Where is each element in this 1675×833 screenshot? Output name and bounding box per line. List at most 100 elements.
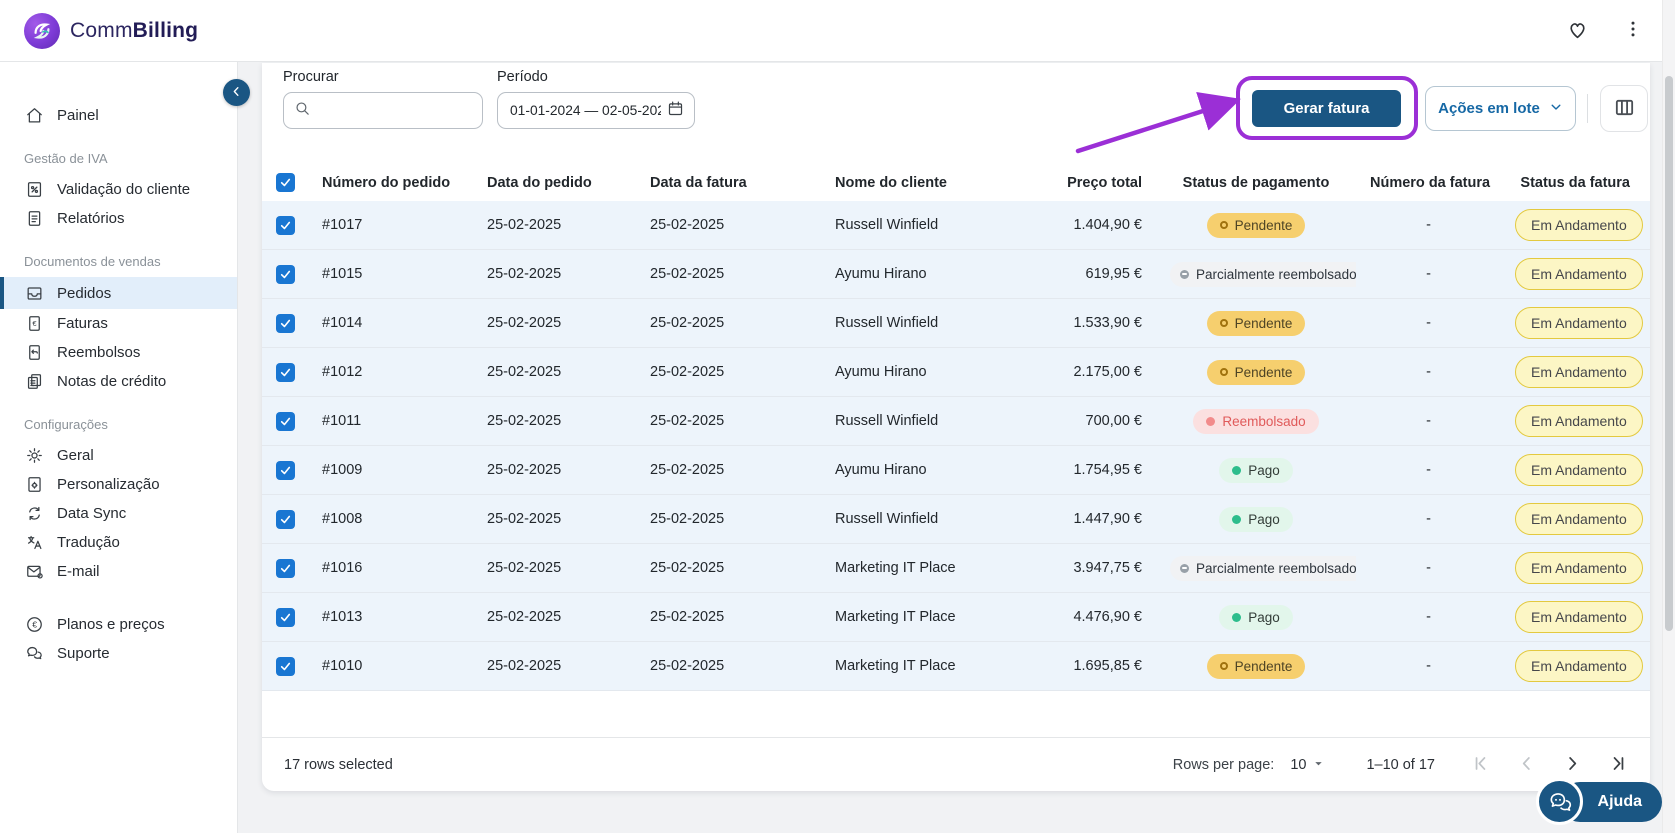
column-header-invoice-date[interactable]: Data da fatura (650, 174, 747, 191)
row-checkbox[interactable] (275, 656, 295, 676)
rows-per-page-value: 10 (1290, 756, 1307, 773)
search-input[interactable] (319, 102, 472, 119)
payment-status-badge: Pendente (1206, 359, 1306, 385)
generate-invoice-button[interactable]: Gerar fatura (1252, 90, 1401, 127)
row-checkbox[interactable] (275, 362, 295, 382)
help-chat-icon[interactable] (1536, 778, 1583, 825)
payment-status-label: Pendente (1234, 658, 1293, 674)
table-body: #1017 25-02-2025 25-02-2025 Russell Winf… (262, 201, 1650, 691)
sidebar-item-traducao[interactable]: Tradução (0, 527, 237, 557)
overflow-menu-button[interactable] (1623, 19, 1643, 42)
row-checkbox[interactable] (275, 411, 295, 431)
sidebar-collapse-button[interactable] (223, 79, 250, 106)
invoice-number-cell: - (1426, 658, 1431, 674)
select-all-checkbox[interactable] (275, 173, 295, 192)
order-date-cell: 25-02-2025 (487, 315, 562, 331)
sidebar-item-label: Reembolsos (57, 343, 141, 361)
status-dot-icon (1219, 319, 1228, 327)
table-row[interactable]: #1016 25-02-2025 25-02-2025 Marketing IT… (262, 544, 1650, 593)
table-row[interactable]: #1013 25-02-2025 25-02-2025 Marketing IT… (262, 593, 1650, 642)
column-header-invoice-status[interactable]: Status da fatura (1520, 174, 1630, 191)
order-date-cell: 25-02-2025 (487, 413, 562, 429)
payment-status-label: Reembolsado (1222, 413, 1306, 429)
previous-page-button[interactable] (1517, 754, 1536, 776)
kebab-menu-icon (1623, 19, 1643, 42)
table-row[interactable]: #1008 25-02-2025 25-02-2025 Russell Winf… (262, 495, 1650, 544)
total-price-cell: 1.695,85 € (1073, 658, 1142, 674)
sidebar-item-suporte[interactable]: Suporte (0, 638, 237, 668)
invoice-status-cell: Em Andamento (1501, 503, 1650, 535)
invoice-date-cell: 25-02-2025 (650, 315, 725, 331)
chevron-down-icon (1549, 100, 1563, 118)
next-page-button[interactable] (1563, 754, 1582, 776)
row-checkbox[interactable] (275, 460, 295, 480)
search-icon (294, 100, 311, 122)
row-checkbox[interactable] (275, 313, 295, 333)
first-page-button[interactable] (1471, 754, 1490, 776)
invoice-number-cell: - (1426, 413, 1431, 429)
sidebar-item-validacao-do-cliente[interactable]: Validação do cliente (0, 174, 237, 204)
manage-columns-button[interactable] (1600, 85, 1648, 132)
sidebar-item-relatorios[interactable]: Relatórios (0, 203, 237, 233)
table-row[interactable]: #1014 25-02-2025 25-02-2025 Russell Winf… (262, 299, 1650, 348)
chevron-left-icon (230, 85, 243, 101)
sidebar-item-data-sync[interactable]: Data Sync (0, 498, 237, 528)
table-row[interactable]: #1017 25-02-2025 25-02-2025 Russell Winf… (262, 201, 1650, 250)
table-row[interactable]: #1009 25-02-2025 25-02-2025 Ayumu Hirano… (262, 446, 1650, 495)
customer-name-cell: Russell Winfield (835, 315, 939, 331)
row-checkbox[interactable] (275, 264, 295, 284)
sidebar-item-faturas[interactable]: € Faturas (0, 308, 237, 338)
row-checkbox[interactable] (275, 558, 295, 578)
sidebar-item-painel[interactable]: Painel (0, 100, 237, 130)
favorites-button[interactable] (1566, 18, 1589, 44)
table-row[interactable]: #1010 25-02-2025 25-02-2025 Marketing IT… (262, 642, 1650, 691)
table-row[interactable]: #1015 25-02-2025 25-02-2025 Ayumu Hirano… (262, 250, 1650, 299)
payment-status-badge: Pago (1219, 457, 1293, 483)
rows-per-page-select[interactable]: 10 (1290, 757, 1324, 773)
invoice-number-cell: - (1426, 266, 1431, 282)
sync-icon (24, 503, 44, 523)
column-header-customer-name[interactable]: Nome do cliente (835, 174, 947, 191)
order-number-cell: #1009 (322, 462, 363, 478)
invoice-date-cell: 25-02-2025 (650, 511, 725, 527)
invoice-number-cell: - (1426, 560, 1431, 576)
sidebar-item-label: Data Sync (57, 504, 127, 522)
invoice-number-cell: - (1426, 511, 1431, 527)
sidebar-item-e-mail[interactable]: E-mail (0, 556, 237, 586)
scrollbar-thumb[interactable] (1665, 76, 1673, 631)
table-row[interactable]: #1012 25-02-2025 25-02-2025 Ayumu Hirano… (262, 348, 1650, 397)
sidebar-item-personalizacao[interactable]: Personalização (0, 469, 237, 499)
payment-status-label: Pago (1248, 609, 1280, 625)
payment-status-badge: Parcialmente reembolsado (1170, 261, 1356, 287)
column-header-invoice-number[interactable]: Número da fatura (1370, 174, 1491, 191)
sidebar-item-geral[interactable]: Geral (0, 440, 237, 470)
last-page-button[interactable] (1609, 754, 1628, 776)
column-header-total-price[interactable]: Preço total (1067, 174, 1142, 191)
status-dot-icon (1180, 269, 1189, 279)
bulk-actions-button[interactable]: Ações em lote (1425, 86, 1576, 131)
row-checkbox[interactable] (275, 607, 295, 627)
column-header-payment-status[interactable]: Status de pagamento (1182, 174, 1330, 191)
sidebar-item-planos-e-precos[interactable]: € Planos e preços (0, 609, 237, 639)
annotation-arrow (1075, 91, 1241, 154)
rows-selected-text: 17 rows selected (284, 756, 393, 773)
status-dot-icon (1232, 514, 1242, 524)
row-checkbox[interactable] (275, 509, 295, 529)
invoice-status-badge: Em Andamento (1515, 307, 1643, 339)
row-checkbox[interactable] (275, 215, 295, 235)
table-row[interactable]: #1011 25-02-2025 25-02-2025 Russell Winf… (262, 397, 1650, 446)
sidebar-item-notas-de-credito[interactable]: Notas de crédito (0, 366, 237, 396)
payment-status-label: Parcialmente reembolsado (1196, 266, 1356, 282)
bulk-actions-label: Ações em lote (1438, 100, 1540, 117)
first-page-icon (1471, 754, 1490, 776)
period-date-range-input[interactable]: 01-01-2024 — 02-05-202 (497, 92, 695, 129)
brand-logo[interactable]: CommBilling (24, 12, 198, 49)
sidebar-item-label: Planos e preços (57, 615, 165, 633)
sidebar-item-label: Personalização (57, 475, 160, 493)
report-icon (24, 208, 44, 228)
sidebar-item-pedidos[interactable]: Pedidos (0, 277, 237, 309)
column-header-order-date[interactable]: Data do pedido (487, 174, 592, 191)
column-header-order-number[interactable]: Número do pedido (322, 174, 451, 191)
sidebar-item-reembolsos[interactable]: Reembolsos (0, 337, 237, 367)
total-price-cell: 3.947,75 € (1073, 560, 1142, 576)
